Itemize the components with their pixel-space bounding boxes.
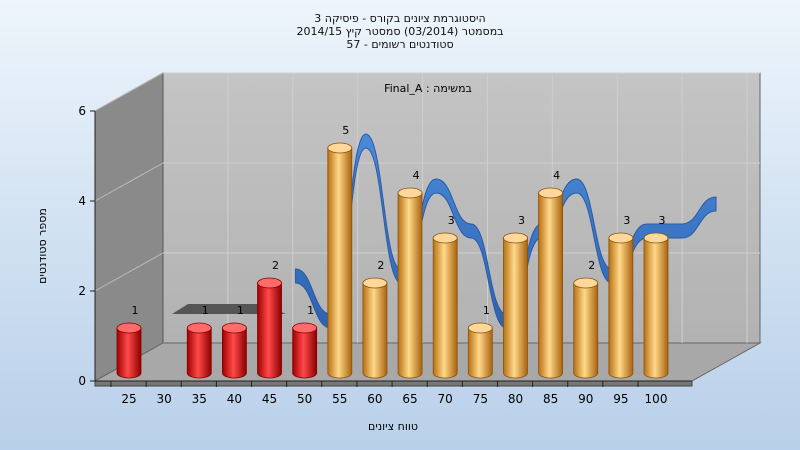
bar-80-value-label: 3 (518, 214, 525, 227)
bar-75-value-label: 1 (483, 304, 490, 317)
bar-85 (538, 187, 563, 379)
y-axis-title: מספר סטודנטים (36, 208, 49, 284)
x-tick-label: 30 (156, 392, 171, 406)
bar-40-value-label: 1 (237, 304, 244, 317)
bar-55-value-label: 5 (342, 124, 349, 137)
x-tick-label: 55 (332, 392, 347, 406)
x-tick-label: 90 (578, 392, 593, 406)
bar-95-body (608, 237, 634, 379)
x-tick-label: 95 (613, 392, 628, 406)
bar-100-top (643, 232, 669, 244)
bar-90-value-label: 2 (588, 259, 595, 272)
bar-70 (432, 232, 458, 379)
bar-25-value-label: 1 (132, 304, 139, 317)
bar-50 (292, 322, 318, 379)
x-tick-label: 75 (473, 392, 488, 406)
chart-title-line-1: היסטוגרמת ציונים בקורס - פיסיקה 3 (314, 12, 486, 25)
x-tick-label: 35 (192, 392, 207, 406)
bar-35-top (186, 322, 212, 334)
bar-35-body (186, 327, 212, 379)
grid-line-left (94, 72, 164, 112)
bar-45-value-label: 2 (272, 259, 279, 272)
chart-title-line-3: סטודנטים רשומים - 57 (346, 38, 454, 51)
y-tick-label: 6 (78, 104, 86, 118)
bar-100 (643, 232, 669, 379)
y-tick-label: 4 (78, 194, 86, 208)
x-tick-label: 80 (508, 392, 523, 406)
chart-title-line-2: במסמטר (03/2014) סמסטר קיץ 2014/15 (296, 25, 504, 38)
x-tick-label: 50 (297, 392, 312, 406)
bar-55 (327, 142, 353, 379)
bar-45-top (257, 277, 282, 289)
x-axis-title: טווח ציונים (368, 420, 418, 433)
bar-100-body (643, 237, 669, 379)
bar-45 (257, 277, 282, 379)
bar-25-top (116, 322, 142, 334)
bar-60-body (362, 282, 388, 379)
bar-50-body (292, 327, 318, 379)
bar-70-top (432, 232, 458, 244)
bar-50-value-label: 1 (307, 304, 314, 317)
x-tick-label: 40 (227, 392, 242, 406)
bar-60-top (362, 277, 388, 289)
bar-45-body (257, 282, 282, 379)
bar-80-body (503, 237, 528, 379)
bar-75-top (467, 322, 493, 334)
bar-90-top (573, 277, 599, 289)
bar-95-value-label: 3 (623, 214, 630, 227)
bar-70-body (432, 237, 458, 379)
back-wall (162, 72, 761, 344)
y-tick-label: 2 (78, 284, 86, 298)
bar-55-body (327, 147, 353, 379)
bar-90 (573, 277, 599, 379)
x-tick-label: 25 (121, 392, 136, 406)
bar-40-body (222, 327, 247, 379)
bar-80-top (503, 232, 528, 244)
bar-65-body (397, 192, 423, 379)
bar-100-value-label: 3 (659, 214, 666, 227)
bar-85-body (538, 192, 563, 379)
x-tick-label: 85 (543, 392, 558, 406)
bar-65-value-label: 4 (413, 169, 420, 182)
bar-25 (116, 322, 142, 379)
bar-80 (503, 232, 528, 379)
bar-90-body (573, 282, 599, 379)
bar-70-value-label: 3 (448, 214, 455, 227)
bar-95 (608, 232, 634, 379)
bar-95-top (608, 232, 634, 244)
x-tick-label: 45 (262, 392, 277, 406)
bar-40 (221, 322, 247, 379)
bar-35 (186, 322, 212, 379)
assignment-label: Final_A : במשימה (384, 82, 472, 95)
bar-55-top (327, 142, 353, 154)
x-tick-label: 70 (438, 392, 453, 406)
y-tick-label: 0 (78, 374, 86, 388)
bar-25-body (116, 327, 142, 379)
bar-50-top (292, 322, 318, 334)
bar-35-value-label: 1 (202, 304, 209, 317)
bar-65-top (397, 187, 423, 199)
grid-line-left (94, 252, 164, 292)
bar-85-value-label: 4 (553, 169, 560, 182)
bar-40-top (221, 322, 247, 334)
bar-75-body (467, 327, 493, 379)
x-tick-label: 60 (367, 392, 382, 406)
bar-65 (397, 187, 423, 379)
bar-75 (467, 322, 493, 379)
x-tick-label: 65 (402, 392, 417, 406)
bar-85-top (538, 187, 563, 199)
bar-60 (362, 277, 388, 379)
grid-line-left (94, 162, 164, 202)
x-tick-label: 100 (645, 392, 668, 406)
bar-60-value-label: 2 (377, 259, 384, 272)
